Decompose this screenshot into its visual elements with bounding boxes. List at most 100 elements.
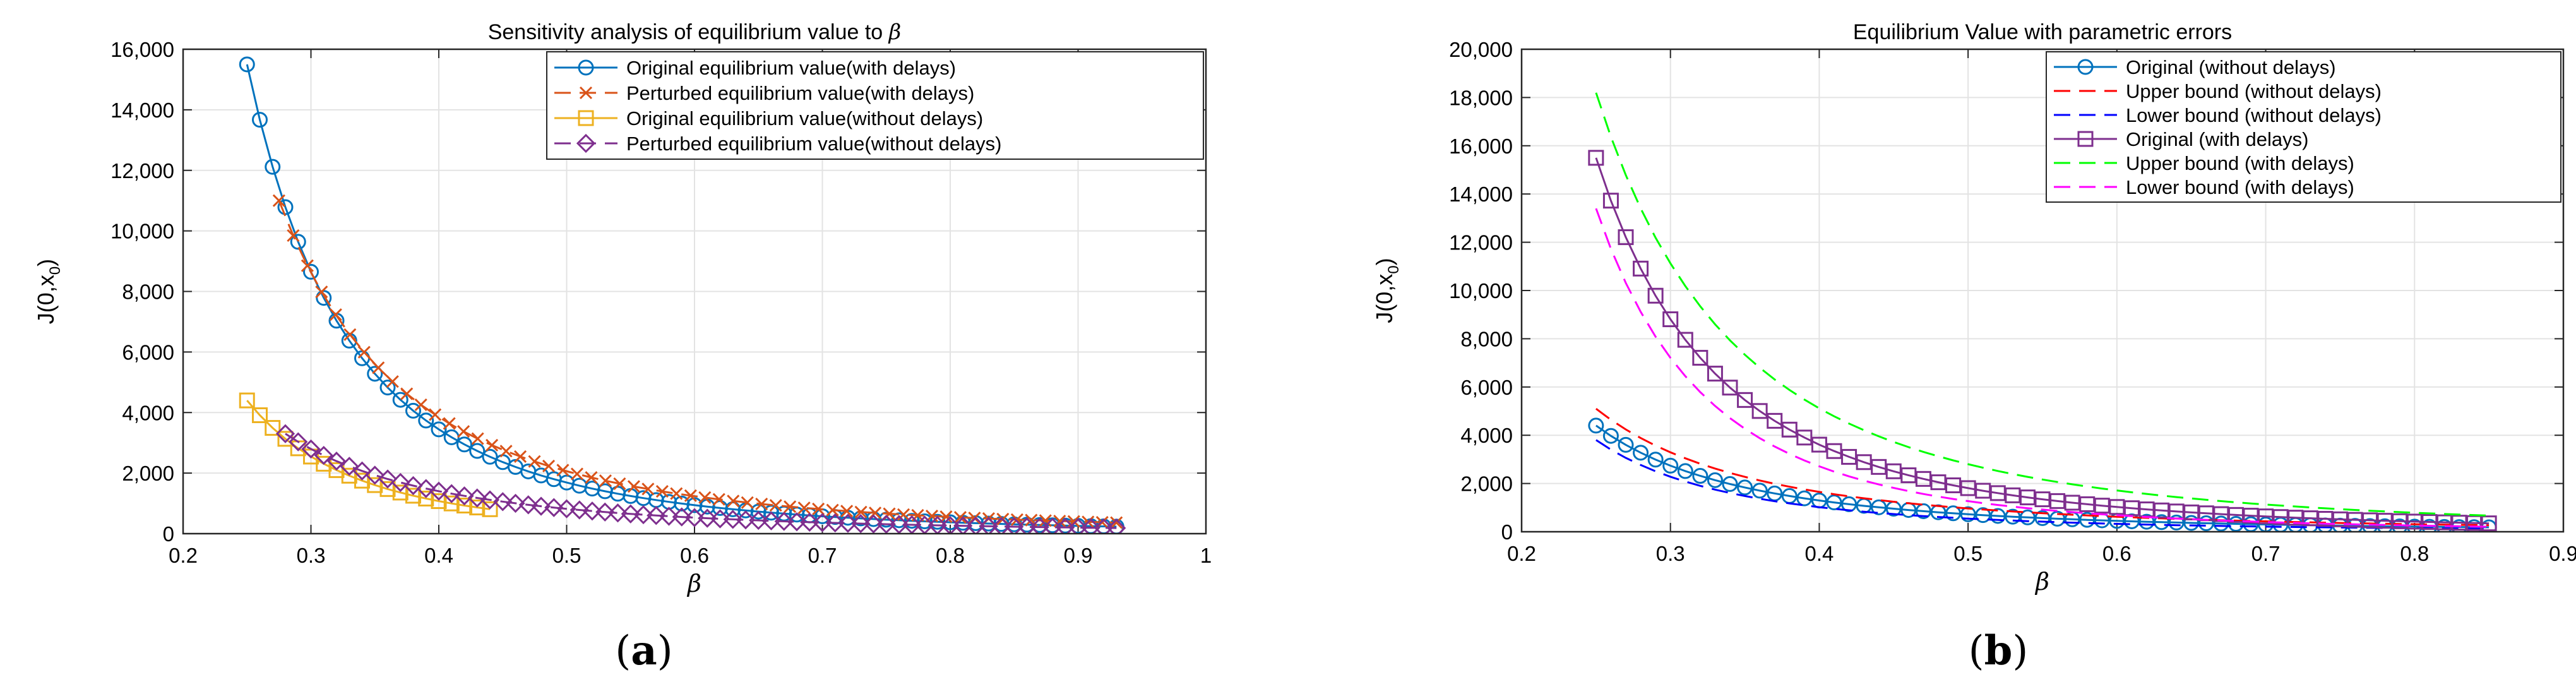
panel-b-caption-label: (b) <box>1969 627 2029 674</box>
panel-b-data-point <box>1692 468 1708 484</box>
panel-a-data-point <box>275 424 295 443</box>
panel-b-data-point <box>1707 472 1723 488</box>
panel-b-data-point <box>2034 491 2051 508</box>
panel-b-data-point <box>2005 508 2021 525</box>
panel-b-data-point <box>2109 499 2125 515</box>
panel-b-legend-entry: Original (without delays) <box>2126 56 2336 78</box>
panel-a-y-axis-label: J(0,x0) <box>33 259 64 324</box>
panel-a-data-point <box>405 488 421 504</box>
panel-b-y-tick-label: 6,000 <box>1460 376 1513 399</box>
panel-b-data-point <box>1707 366 1723 382</box>
panel-a-data-point <box>1039 514 1052 527</box>
panel-a-data-point <box>418 412 434 429</box>
panel-b-legend-box <box>2046 51 2561 203</box>
panel-b-data-point <box>2094 498 2110 514</box>
panel-a-data-point <box>812 502 825 516</box>
panel-b-x-tick-label: 0.6 <box>2102 542 2132 565</box>
panel-b-data-point <box>1633 445 1649 461</box>
panel-a-x-tick-label: 0.4 <box>424 544 453 567</box>
panel-b-data-point <box>2138 513 2155 530</box>
panel-a-data-point <box>287 229 300 243</box>
panel-a-data-point <box>392 392 408 408</box>
panel-b-data-point <box>1900 467 1917 484</box>
panel-b-data-point <box>2168 514 2185 530</box>
panel-a-x-tick-label: 0.2 <box>169 544 198 567</box>
panel-a-y-tick-label: 14,000 <box>110 99 174 122</box>
panel-a-data-point <box>966 516 986 534</box>
panel-a-data-point <box>774 512 794 531</box>
panel-a-data-point <box>698 508 717 528</box>
panel-a-data-point <box>953 511 967 524</box>
panel-a-data-point <box>469 500 486 516</box>
panel-b-x-tick-label: 0.3 <box>1656 542 1685 565</box>
panel-b-data-point <box>1677 463 1693 479</box>
panel-a-data-point <box>784 500 797 513</box>
panel-a-data-point <box>528 455 541 468</box>
panel-a-y-tick-label: 0 <box>163 522 174 546</box>
panel-a-data-point <box>840 505 854 518</box>
panel-a-data-point <box>513 450 527 463</box>
panel-a-data-point <box>710 509 730 529</box>
panel-a-data-point <box>864 514 883 534</box>
panel-a-y-tick-label: 10,000 <box>110 220 174 243</box>
panel-a-data-point <box>329 308 342 321</box>
panel-a-data-point <box>443 495 460 512</box>
panel-a-data-point <box>647 506 666 525</box>
panel-a-data-point <box>431 493 447 510</box>
panel-a-data-point <box>392 484 408 501</box>
panel-b-data-point <box>1975 507 1991 524</box>
panel-b-y-tick-label: 12,000 <box>1449 231 1513 255</box>
panel-b-y-axis-label: J(0,x0) <box>1371 258 1402 323</box>
panel-a-legend-entry: Perturbed equilibrium value(without dela… <box>626 133 1001 155</box>
panel-b-data-point <box>1618 436 1634 453</box>
panel-a-data-point <box>391 472 410 493</box>
panel-b-data-point <box>1767 412 1783 429</box>
panel-a-y-tick-label: 8,000 <box>122 280 174 304</box>
panel-a-data-point <box>457 425 470 438</box>
panel-a-x-tick-label: 0.6 <box>680 544 709 567</box>
panel-b-y-tick-label: 16,000 <box>1449 135 1513 158</box>
panel-a-data-point <box>265 159 281 175</box>
panel-a-data-point <box>378 469 398 489</box>
panel-a-data-point <box>239 56 255 73</box>
panel-a-data-point <box>289 432 308 452</box>
panel-b-data-point <box>1945 505 1962 522</box>
panel-b-series-line-2 <box>1595 407 2490 527</box>
panel-a-data-point <box>655 485 669 498</box>
panel-b-chart-title: Equilibrium Value with parametric errors <box>1853 20 2232 44</box>
panel-a-data-point <box>556 464 569 477</box>
panel-a-legend-entry: Original equilibrium value(without delay… <box>626 107 983 129</box>
panel-b-data-point <box>2272 509 2289 525</box>
panel-b-data-point <box>1588 150 1604 166</box>
panel-b-y-tick-label: 18,000 <box>1449 86 1513 109</box>
panel-b-data-point <box>1751 403 1768 419</box>
panel-a-data-point <box>727 494 740 508</box>
panel-b-data-point <box>1796 490 1813 506</box>
panel-b-legend-entry: Upper bound (without delays) <box>2126 80 2382 102</box>
panel-b-legend-marker <box>2077 131 2094 147</box>
panel-b-data-point <box>2466 515 2483 531</box>
panel-a-data-point <box>365 465 385 485</box>
panel-a-legend-marker <box>579 86 593 100</box>
panel-b-data-point <box>2049 510 2066 527</box>
panel-a-data-point <box>326 452 347 471</box>
panel-b-data-point <box>1737 392 1753 408</box>
panel-a-data-point <box>357 345 371 359</box>
panel-b-data-point <box>2079 496 2096 512</box>
panel-a-data-point <box>670 487 683 500</box>
panel-b-data-point <box>1647 287 1664 304</box>
panel-a-data-point <box>315 285 328 299</box>
panel-b-axes-box <box>1520 48 2565 533</box>
panel-b-data-point <box>1975 482 1991 499</box>
panel-a-data-point <box>341 467 357 484</box>
panel-b-data-point <box>1602 428 1619 444</box>
panel-a-y-tick-label: 12,000 <box>110 159 174 183</box>
panel-a-y-tick-label: 2,000 <box>122 462 174 485</box>
panel-a-x-tick-label: 0.5 <box>552 544 581 567</box>
panel-b-data-point <box>1618 229 1634 246</box>
panel-b-data-point <box>1722 476 1738 492</box>
panel-b-y-tick-label: 4,000 <box>1460 424 1513 447</box>
panel-a-data-point <box>544 498 564 517</box>
panel-b-data-point <box>2347 512 2363 528</box>
